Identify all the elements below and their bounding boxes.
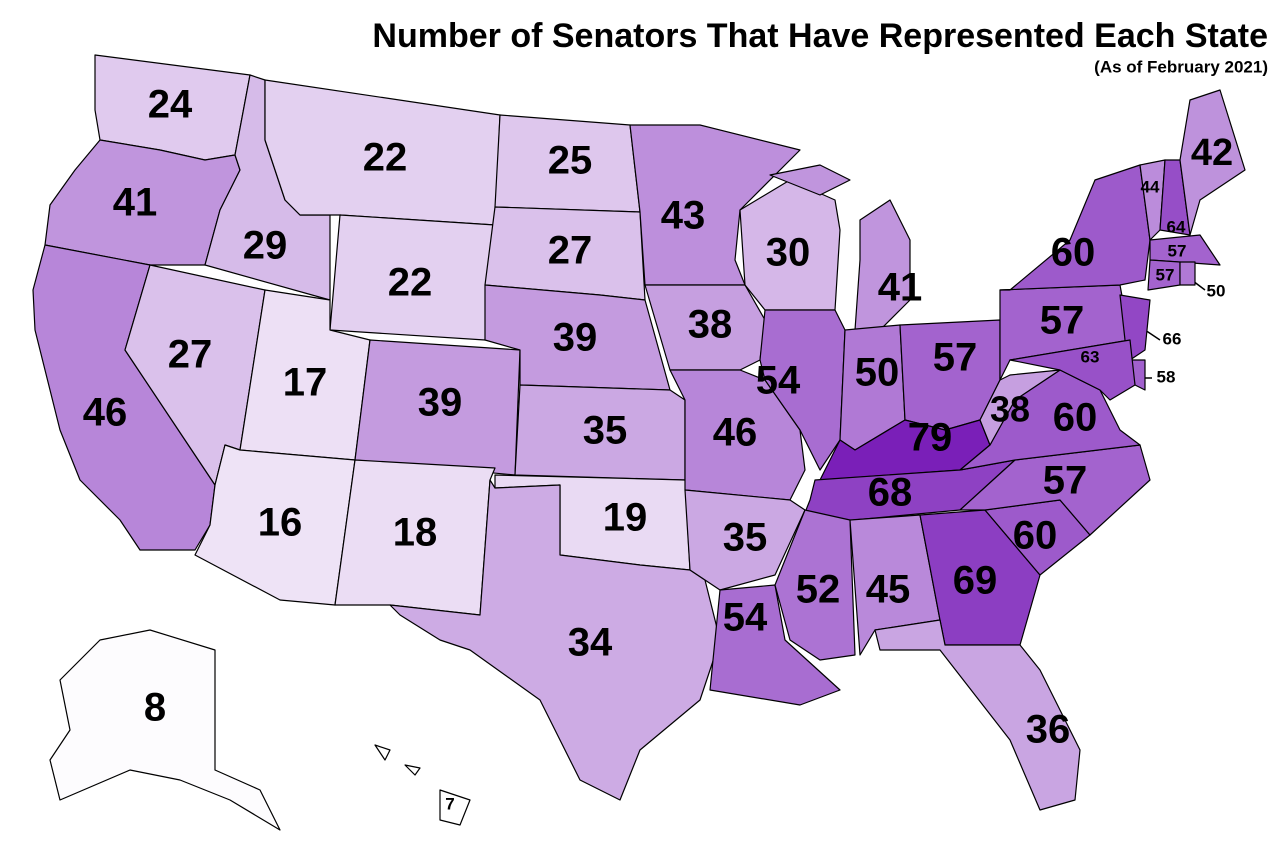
state-value-label: 35 (583, 409, 628, 453)
state (669, 369, 806, 501)
state-value-label: 16 (258, 501, 303, 545)
state-value-label: 60 (1013, 514, 1058, 558)
state-value-label: 30 (766, 231, 811, 275)
state-value-label: 38 (990, 389, 1030, 430)
state-value-label: 39 (553, 316, 598, 360)
state-value-label: 46 (83, 391, 128, 435)
state-value-label: 63 (1081, 347, 1100, 366)
state-value-label: 68 (868, 471, 913, 515)
state-value-label: 43 (661, 194, 706, 238)
state-value-label: 79 (908, 416, 953, 460)
state-value-label: 64 (1167, 217, 1186, 236)
state (769, 164, 851, 196)
state-value-label: 57 (1043, 459, 1088, 503)
state (1149, 234, 1221, 266)
state-value-label: 54 (756, 359, 801, 403)
state (629, 124, 801, 286)
map-title: Number of Senators That Have Represented… (372, 17, 1268, 55)
state-value-label: 41 (878, 266, 923, 310)
state (854, 199, 911, 331)
state-value-label: 38 (688, 303, 733, 347)
state-value-label: 22 (388, 261, 433, 305)
state-value-label: 66 (1163, 329, 1182, 348)
state-value-label: 39 (418, 381, 463, 425)
state-value-label: 57 (1040, 299, 1085, 343)
state (1179, 261, 1196, 286)
state (874, 619, 1081, 811)
state-value-label: 34 (568, 621, 613, 665)
state (389, 479, 721, 801)
state-value-label: 19 (603, 496, 648, 540)
state-value-label: 44 (1141, 177, 1160, 196)
state-value-label: 24 (148, 83, 193, 127)
state-value-label: 35 (723, 516, 768, 560)
state-value-label: 54 (723, 596, 768, 640)
state-value-label: 22 (363, 136, 408, 180)
state-value-label: 41 (113, 181, 158, 225)
leader-line (1144, 329, 1161, 341)
state-value-label: 18 (393, 511, 438, 555)
state-value-label: 58 (1157, 367, 1176, 386)
state-value-label: 69 (953, 559, 998, 603)
map-subtitle: (As of February 2021) (1094, 57, 1268, 76)
state (759, 309, 846, 471)
state-value-label: 50 (855, 351, 900, 395)
state-value-label: 8 (144, 686, 166, 730)
state-value-label: 17 (283, 361, 328, 405)
state (49, 629, 281, 831)
state-value-label: 52 (796, 568, 841, 612)
state-value-label: 25 (548, 139, 593, 183)
state-value-label: 45 (866, 568, 911, 612)
state (374, 744, 391, 761)
state (1009, 339, 1136, 401)
state-value-label: 36 (1026, 708, 1071, 752)
state-value-label: 27 (168, 333, 213, 377)
state (684, 489, 806, 591)
state (439, 789, 471, 826)
state-value-label: 57 (933, 336, 978, 380)
state-value-label: 57 (1156, 265, 1175, 284)
state-value-label: 46 (713, 411, 758, 455)
state-value-label: 29 (243, 224, 288, 268)
state-value-label: 50 (1207, 281, 1226, 300)
leader-lines (1140, 274, 1206, 379)
state-value-label: 7 (445, 794, 454, 813)
state-value-label: 60 (1053, 396, 1098, 440)
state-value-label: 57 (1168, 241, 1187, 260)
state-value-label: 60 (1051, 231, 1096, 275)
state (1179, 89, 1246, 236)
state-value-label: 27 (548, 229, 593, 273)
state (709, 584, 841, 706)
state (404, 764, 421, 776)
state-value-label: 42 (1191, 132, 1233, 174)
